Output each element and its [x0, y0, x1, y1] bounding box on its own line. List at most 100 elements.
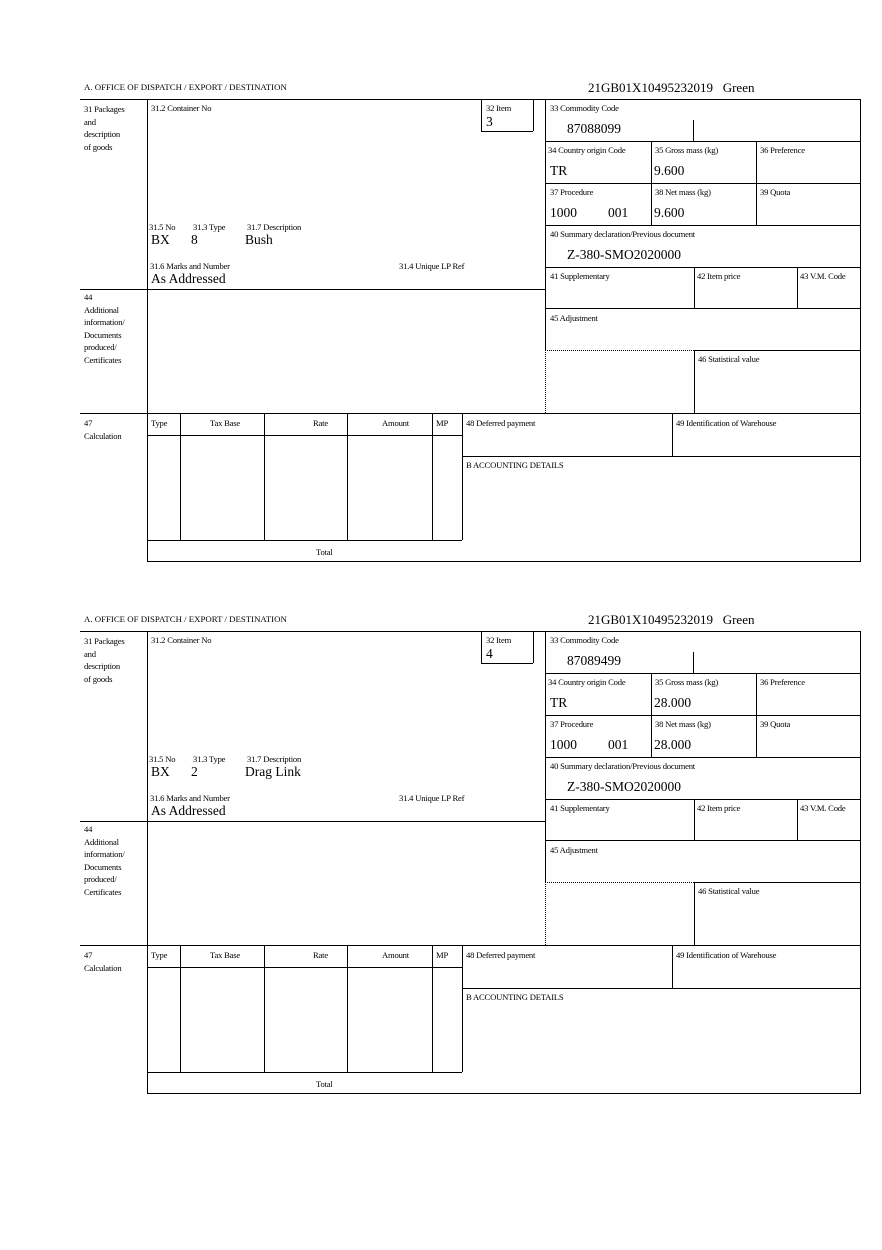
deferred-payment-label: 48 Deferred payment: [466, 950, 536, 960]
calc-header-mp: MP: [436, 950, 449, 960]
statistical-value-label: 46 Statistical value: [698, 354, 760, 364]
divider: [264, 413, 265, 540]
item-label: 32 Item: [486, 635, 512, 645]
divider: [180, 413, 181, 540]
marks-value: As Addressed: [151, 803, 226, 818]
no-label: 31.5 No: [149, 754, 176, 764]
procedure-additional-value: 001: [608, 205, 629, 220]
divider: [264, 945, 265, 1072]
divider: [545, 673, 861, 674]
divider: [545, 99, 546, 350]
route-status: Green: [722, 80, 755, 95]
divider: [147, 561, 861, 562]
divider: [694, 882, 861, 883]
box31-label: 31 Packages and description of goods: [84, 636, 125, 684]
customs-item-form: A. OFFICE OF DISPATCH / EXPORT / DESTINA…: [0, 612, 882, 1102]
calc-header-amount: Amount: [382, 418, 409, 428]
divider: [756, 673, 757, 757]
divider: [545, 141, 861, 142]
calc-header-amount: Amount: [382, 950, 409, 960]
divider: [462, 988, 861, 989]
divider: [756, 141, 757, 225]
procedure-label: 37 Procedure: [550, 719, 594, 729]
container-no-label: 31.2 Container No: [151, 635, 212, 645]
customs-item-form: A. OFFICE OF DISPATCH / EXPORT / DESTINA…: [0, 80, 882, 570]
divider: [694, 350, 695, 413]
calc-header-rate: Rate: [313, 950, 328, 960]
divider: [80, 289, 545, 290]
procedure-label: 37 Procedure: [550, 187, 594, 197]
divider: [545, 631, 546, 882]
vm-code-label: 43 V.M. Code: [800, 803, 846, 813]
divider: [347, 413, 348, 540]
country-origin-label: 34 Country origin Code: [548, 677, 626, 687]
divider: [860, 99, 861, 561]
route-status: Green: [722, 612, 755, 627]
divider: [797, 267, 798, 308]
divider: [693, 652, 694, 673]
marks-label: 31.6 Marks and Number: [150, 793, 230, 803]
calc-header-rate: Rate: [313, 418, 328, 428]
divider: [545, 799, 861, 800]
quota-label: 39 Quota: [760, 719, 791, 729]
gross-mass-value: 9.600: [654, 163, 685, 178]
marks-value: As Addressed: [151, 271, 226, 286]
box44-label: 44 Additional information/Documents produce…: [84, 292, 125, 365]
divider: [545, 757, 861, 758]
total-label: Total: [316, 1079, 333, 1089]
divider: [432, 413, 433, 540]
description-value: Drag Link: [245, 764, 301, 779]
commodity-code-value: 87089499: [567, 653, 621, 668]
divider: [481, 631, 482, 663]
container-no-label: 31.2 Container No: [151, 103, 212, 113]
net-mass-value: 28.000: [654, 737, 692, 752]
divider: [462, 413, 463, 540]
divider: [80, 945, 861, 946]
commodity-code-value: 87088099: [567, 121, 621, 136]
preference-label: 36 Preference: [760, 145, 805, 155]
item-label: 32 Item: [486, 103, 512, 113]
calc-header-type: Type: [151, 418, 168, 428]
divider: [694, 350, 861, 351]
procedure-value: 1000: [550, 737, 577, 752]
package-count-value: 2: [191, 764, 198, 779]
quota-label: 39 Quota: [760, 187, 791, 197]
deferred-payment-label: 48 Deferred payment: [466, 418, 536, 428]
declaration-reference: 21GB01X10495232019 Green: [588, 612, 754, 628]
divider: [533, 631, 534, 663]
calc-header-tax-base: Tax Base: [210, 418, 241, 428]
accounting-details-label: B ACCOUNTING DETAILS: [466, 992, 564, 1002]
adjustment-label: 45 Adjustment: [550, 845, 598, 855]
divider: [80, 631, 861, 632]
dotted-divider: [545, 882, 694, 883]
divider: [481, 131, 533, 132]
supplementary-label: 41 Supplementary: [550, 803, 610, 813]
item-value: 3: [486, 114, 493, 129]
calc-header-type: Type: [151, 950, 168, 960]
divider: [481, 99, 482, 131]
package-kind-value: BX: [151, 764, 170, 779]
summary-declaration-label: 40 Summary declaration/Previous document: [550, 229, 695, 239]
reference-number: 21GB01X10495232019: [588, 612, 713, 627]
vm-code-label: 43 V.M. Code: [800, 271, 846, 281]
divider: [462, 456, 861, 457]
dotted-divider: [545, 882, 546, 945]
divider: [693, 120, 694, 141]
type-label: 31.3 Type: [193, 754, 226, 764]
unique-lp-label: 31.4 Unique LP Ref: [399, 261, 465, 271]
divider: [533, 99, 534, 131]
box31-label: 31 Packages and description of goods: [84, 104, 125, 152]
divider: [147, 1072, 462, 1073]
divider: [80, 821, 545, 822]
procedure-additional-value: 001: [608, 737, 629, 752]
commodity-code-label: 33 Commodity Code: [550, 103, 619, 113]
gross-mass-label: 35 Gross mass (kg): [655, 677, 718, 687]
package-count-value: 8: [191, 232, 198, 247]
previous-document-value: Z-380-SMO2020000: [567, 247, 681, 262]
total-label: Total: [316, 547, 333, 557]
net-mass-label: 38 Net mass (kg): [655, 719, 711, 729]
dotted-divider: [545, 350, 694, 351]
divider: [545, 183, 861, 184]
divider: [545, 715, 861, 716]
gross-mass-value: 28.000: [654, 695, 692, 710]
